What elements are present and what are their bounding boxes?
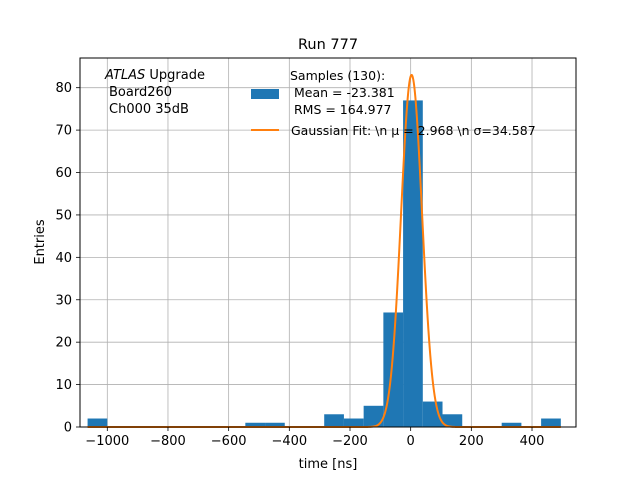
y-tick-label-3: 30 bbox=[55, 293, 72, 308]
y-tick-label-8: 80 bbox=[55, 81, 72, 96]
annotation-line-2: Board260 bbox=[109, 85, 172, 100]
y-tick-label-4: 40 bbox=[55, 251, 72, 266]
legend: Samples (130): Mean = -23.381 RMS = 164.… bbox=[251, 68, 536, 138]
x-tick-label-6: 200 bbox=[459, 434, 484, 449]
annotation-line-3: Ch000 35dB bbox=[109, 102, 189, 117]
x-tick-label-4: −200 bbox=[332, 434, 368, 449]
plot-frame bbox=[79, 57, 577, 428]
annotation-line-1: ATLAS Upgrade bbox=[104, 68, 205, 83]
y-axis-ticks: 0 10 20 30 40 50 60 70 80 bbox=[55, 81, 80, 436]
annotation-upgrade: Upgrade bbox=[145, 68, 205, 83]
y-axis-label: Entries bbox=[33, 219, 48, 265]
x-tick-label-2: −600 bbox=[211, 434, 247, 449]
histogram-bar-9 bbox=[265, 422, 285, 427]
x-tick-label-5: 0 bbox=[407, 434, 415, 449]
histogram-bar-23 bbox=[541, 418, 561, 427]
annotation-block: ATLAS Upgrade Board260 Ch000 35dB bbox=[104, 68, 205, 117]
histogram-bar-0 bbox=[87, 418, 108, 427]
legend-histogram-line-1: Samples (130): bbox=[290, 68, 385, 83]
x-axis-ticks: −1000 −800 −600 −400 −200 0 200 400 bbox=[85, 427, 544, 449]
histogram-bar-8 bbox=[245, 422, 266, 427]
chart-title: Run 777 bbox=[298, 37, 358, 53]
legend-histogram-line-3: RMS = 164.977 bbox=[290, 102, 392, 117]
histogram-bar-16 bbox=[403, 100, 423, 428]
histogram-bar-12 bbox=[324, 414, 344, 427]
x-tick-label-3: −400 bbox=[271, 434, 307, 449]
y-tick-label-2: 20 bbox=[55, 336, 72, 351]
histogram-bar-13 bbox=[343, 418, 364, 427]
x-tick-label-1: −800 bbox=[150, 434, 186, 449]
x-tick-label-7: 400 bbox=[520, 434, 545, 449]
y-tick-label-6: 60 bbox=[55, 166, 72, 181]
y-tick-label-7: 70 bbox=[55, 124, 72, 139]
histogram-bar-21 bbox=[501, 422, 522, 427]
y-tick-label-5: 50 bbox=[55, 208, 72, 223]
legend-histogram-line-2: Mean = -23.381 bbox=[290, 85, 395, 100]
histogram-bar-18 bbox=[442, 414, 463, 427]
y-tick-label-1: 10 bbox=[55, 378, 72, 393]
legend-histogram-swatch bbox=[251, 89, 279, 99]
x-tick-label-0: −1000 bbox=[85, 434, 129, 449]
legend-fit-label: Gaussian Fit: \n μ = 2.968 \n σ=34.587 bbox=[291, 123, 536, 138]
x-axis-label: time [ns] bbox=[299, 457, 358, 472]
y-tick-label-0: 0 bbox=[64, 421, 72, 436]
annotation-italic: ATLAS bbox=[104, 68, 145, 83]
histogram-bar-14 bbox=[363, 405, 384, 427]
